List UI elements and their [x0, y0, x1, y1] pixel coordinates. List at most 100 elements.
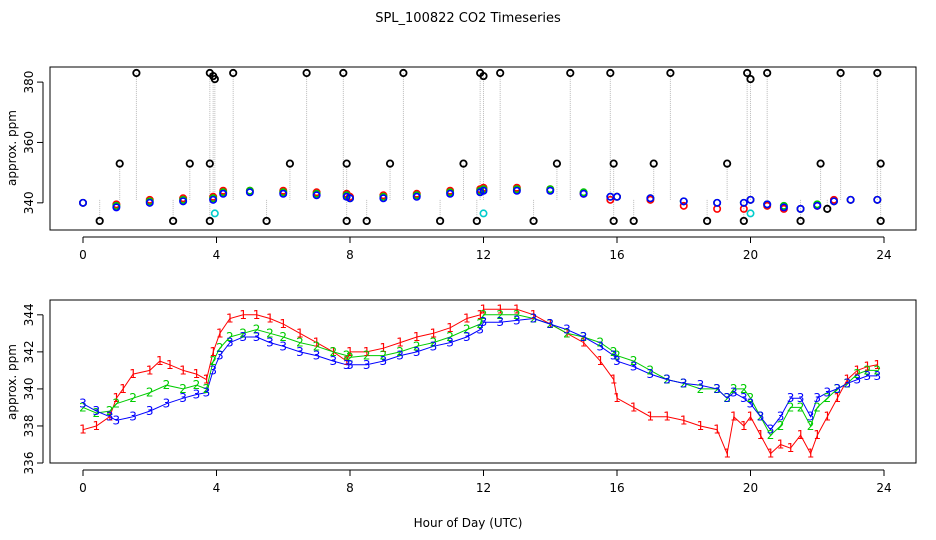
bottom-point-label-3: 3	[530, 312, 538, 326]
bottom-x-tick-label: 12	[476, 481, 491, 495]
bottom-point-label-3: 3	[209, 363, 217, 377]
bottom-point-label-2: 2	[413, 339, 421, 353]
top-point-level-3	[779, 203, 788, 212]
bottom-point-label-3: 3	[680, 376, 688, 390]
top-x-tick-label: 20	[743, 248, 758, 262]
bottom-point-label-1: 1	[480, 302, 488, 316]
bottom-point-label-3: 3	[480, 315, 488, 329]
bottom-series-line-3	[82, 317, 878, 431]
bottom-point-label-2: 2	[106, 404, 114, 418]
top-point-spike	[115, 159, 124, 168]
bottom-point-label-3: 3	[296, 345, 304, 359]
bottom-point-label-2: 2	[396, 345, 404, 359]
bottom-point-label-2: 2	[833, 382, 841, 396]
bottom-point-label-1: 1	[787, 441, 795, 455]
bottom-point-label-1: 1	[863, 360, 871, 374]
top-point-level-3	[546, 186, 555, 195]
top-point-level-3	[345, 194, 354, 203]
bottom-point-label-2: 2	[747, 391, 755, 405]
bottom-point-label-2: 2	[253, 323, 261, 337]
top-point-level-3	[145, 198, 154, 207]
bottom-point-label-3: 3	[380, 354, 388, 368]
top-point-spike	[823, 204, 832, 213]
bottom-point-label-3: 3	[363, 358, 371, 372]
bottom-point-label-1: 1	[193, 367, 201, 381]
bottom-point-label-3: 3	[843, 376, 851, 390]
top-point-calibration	[479, 209, 488, 218]
top-point-level-3	[279, 189, 288, 198]
bottom-point-label-2: 2	[476, 317, 484, 331]
bottom-point-label-1: 1	[476, 308, 484, 322]
top-point-spike	[302, 68, 311, 78]
top-point-spike	[459, 159, 468, 168]
top-point-level-3	[446, 189, 455, 198]
top-point-spike	[763, 68, 772, 78]
bottom-point-label-1: 1	[747, 410, 755, 424]
bottom-point-label-1: 1	[853, 363, 861, 377]
bottom-point-label-3: 3	[430, 339, 438, 353]
bottom-point-label-1: 1	[239, 308, 247, 322]
bottom-point-label-3: 3	[513, 313, 521, 327]
top-point-spike	[399, 68, 408, 78]
bottom-point-label-1: 1	[279, 317, 287, 331]
top-point-spike	[479, 71, 488, 81]
bottom-point-label-2: 2	[463, 323, 471, 337]
bottom-point-label-1: 1	[610, 373, 618, 387]
top-point-level-3	[739, 198, 748, 207]
bottom-point-label-3: 3	[697, 378, 705, 392]
bottom-point-label-3: 3	[813, 391, 821, 405]
bottom-point-label-1: 1	[797, 428, 805, 442]
top-point-level-3	[112, 203, 121, 212]
bottom-point-label-3: 3	[193, 387, 201, 401]
bottom-point-label-1: 1	[513, 302, 521, 316]
top-point-level-3	[829, 197, 838, 206]
bottom-point-label-1: 1	[106, 410, 114, 424]
bottom-point-label-2: 2	[146, 386, 154, 400]
bottom-point-label-3: 3	[346, 358, 354, 372]
bottom-point-label-2: 2	[363, 349, 371, 363]
bottom-point-label-1: 1	[757, 428, 765, 442]
bottom-point-label-1: 1	[430, 326, 438, 340]
bottom-point-label-3: 3	[777, 410, 785, 424]
bottom-point-label-3: 3	[787, 391, 795, 405]
top-point-spike	[339, 68, 348, 78]
bottom-point-label-2: 2	[663, 373, 671, 387]
bottom-point-label-3: 3	[239, 330, 247, 344]
bottom-point-label-1: 1	[843, 373, 851, 387]
top-point-spike	[205, 159, 214, 168]
bottom-point-label-2: 2	[613, 349, 621, 363]
top-point-spike	[566, 68, 575, 78]
top-y-tick-label: 380	[22, 71, 36, 94]
bottom-point-label-1: 1	[363, 345, 371, 359]
bottom-point-label-3: 3	[179, 391, 187, 405]
bottom-point-label-2: 2	[797, 400, 805, 414]
bottom-point-label-3: 3	[807, 410, 815, 424]
bottom-point-label-2: 2	[757, 410, 765, 424]
bottom-point-label-3: 3	[767, 423, 775, 437]
top-x-tick-label: 0	[79, 248, 87, 262]
top-point-level-3	[512, 186, 521, 195]
top-point-spike	[703, 216, 712, 226]
bottom-point-label-2: 2	[266, 326, 274, 340]
bottom-point-label-3: 3	[279, 339, 287, 353]
top-point-spike	[609, 216, 618, 226]
bottom-point-label-2: 2	[216, 341, 224, 355]
bottom-point-label-3: 3	[647, 367, 655, 381]
top-point-level-3	[746, 195, 755, 204]
bottom-point-label-2: 2	[279, 330, 287, 344]
bottom-point-label-3: 3	[463, 330, 471, 344]
bottom-point-label-1: 1	[767, 447, 775, 461]
bottom-point-label-3: 3	[713, 382, 721, 396]
bottom-point-label-2: 2	[730, 382, 738, 396]
bottom-point-label-3: 3	[93, 404, 101, 418]
bottom-point-label-2: 2	[843, 376, 851, 390]
bottom-point-label-1: 1	[446, 321, 454, 335]
x-axis-label: Hour of Day (UTC)	[414, 516, 523, 530]
top-point-spike	[385, 159, 395, 168]
top-point-spike	[816, 159, 825, 168]
top-point-spike	[362, 216, 371, 226]
bottom-point-label-2: 2	[129, 391, 137, 405]
top-point-spike	[210, 74, 219, 84]
top-point-level-3	[796, 204, 805, 213]
